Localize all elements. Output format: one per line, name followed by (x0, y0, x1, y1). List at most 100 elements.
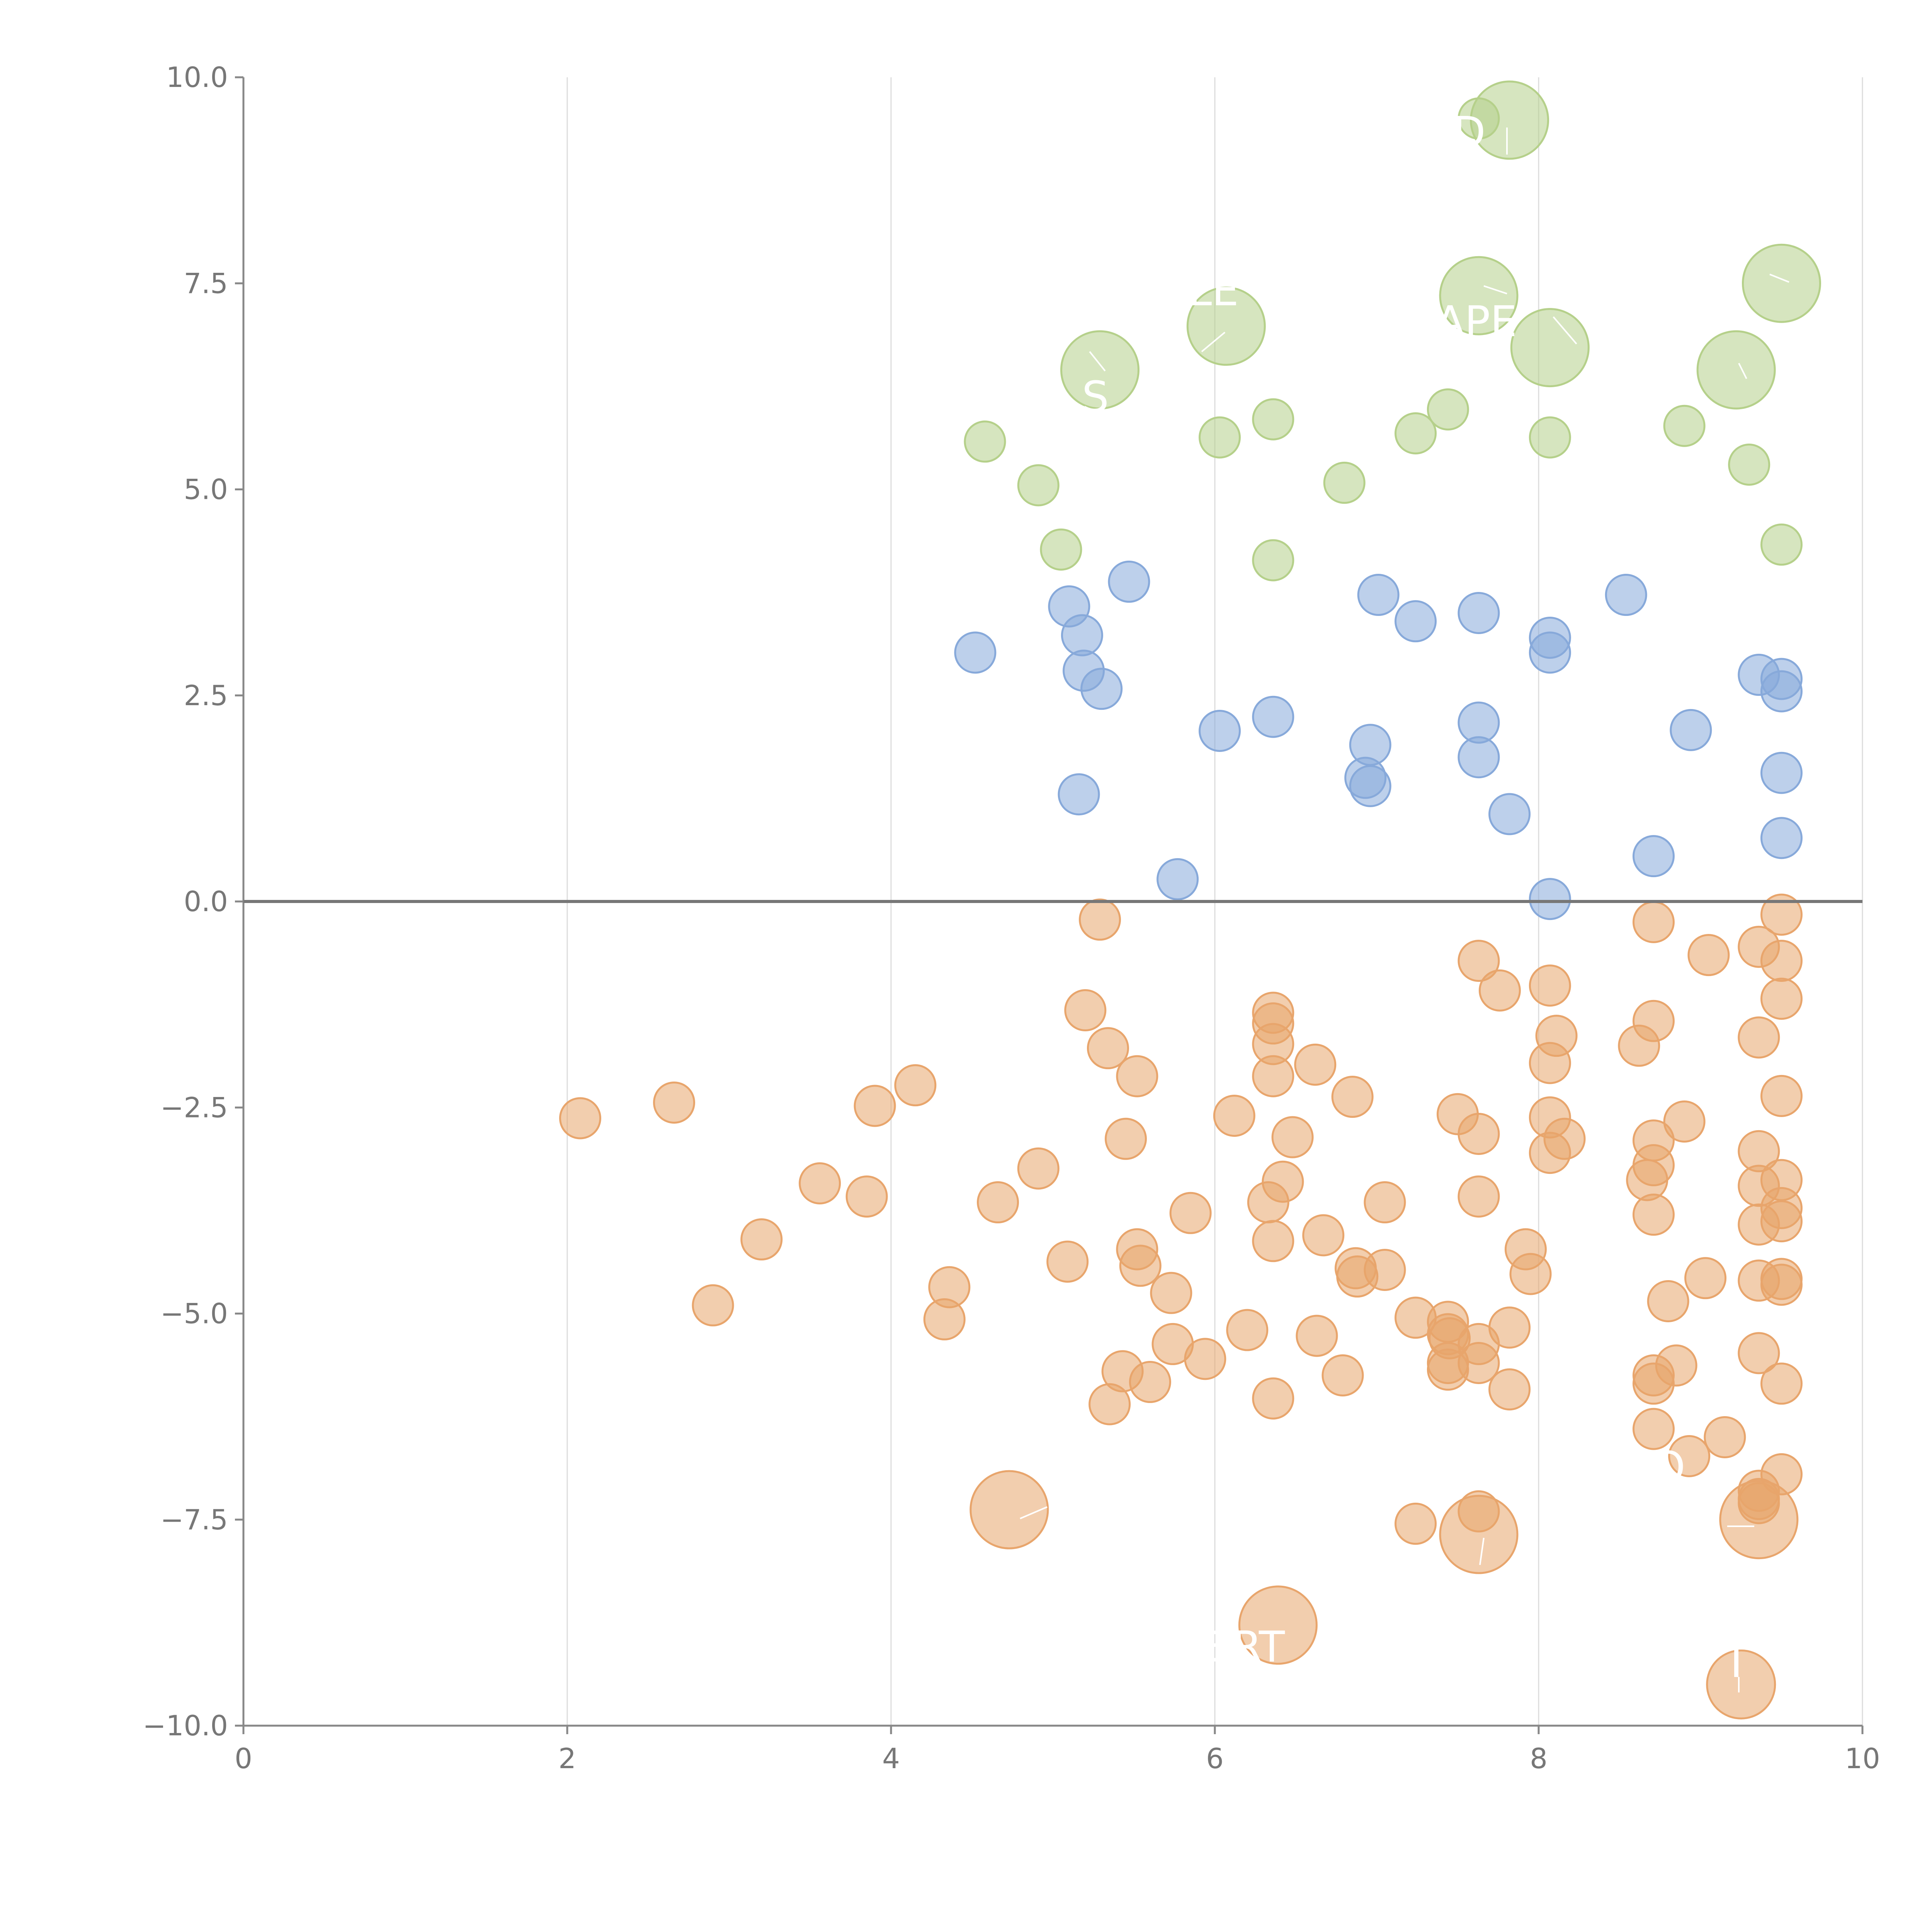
data-point (1663, 405, 1706, 447)
callout-label: S (1082, 372, 1109, 422)
data-point (1529, 1042, 1571, 1084)
data-point (1509, 1253, 1552, 1295)
data-point (1088, 1383, 1131, 1425)
data-point (1529, 416, 1571, 459)
data-point (1184, 1338, 1226, 1380)
y-tick-label: −7.5 (160, 1503, 228, 1536)
data-point (1064, 989, 1107, 1032)
data-point (1294, 1043, 1337, 1086)
y-tick-label: 0.0 (184, 885, 228, 918)
data-point (1706, 1649, 1776, 1719)
data-point (1668, 1435, 1711, 1478)
data-point (1760, 1075, 1803, 1117)
data-point (977, 1181, 1019, 1224)
leader-line (1479, 1537, 1485, 1565)
data-point (1156, 858, 1199, 900)
y-tick-label: 2.5 (184, 679, 228, 712)
data-point (1169, 1192, 1212, 1234)
data-point (559, 1097, 602, 1139)
data-point (1439, 256, 1519, 335)
data-point (1458, 940, 1500, 982)
data-point (1719, 1480, 1799, 1560)
leader-line (1553, 316, 1577, 345)
data-point (1478, 969, 1521, 1012)
data-point (1186, 286, 1266, 366)
leader-line (1738, 363, 1747, 379)
callout-labels: D LE APE S O ERT T (1082, 107, 1750, 1687)
data-point (1247, 1181, 1289, 1224)
data-point (1252, 1220, 1294, 1262)
data-point (1704, 1416, 1746, 1458)
data-point (1728, 444, 1770, 486)
data-point (1738, 1016, 1780, 1059)
data-point (923, 1298, 966, 1340)
data-point (1087, 1027, 1129, 1070)
y-tick-label: −2.5 (160, 1091, 228, 1124)
data-point (1226, 1309, 1269, 1351)
x-tick-label: 8 (1530, 1742, 1548, 1775)
data-point (1488, 1368, 1531, 1411)
data-point (1760, 523, 1803, 566)
y-tick-label: −5.0 (160, 1298, 228, 1330)
x-tick-label: 0 (235, 1742, 252, 1775)
data-point (1760, 670, 1803, 713)
data-point (1760, 817, 1803, 859)
y-tick-label: 5.0 (184, 473, 228, 506)
data-point (1760, 978, 1803, 1020)
data-point (1017, 1147, 1060, 1190)
data-point (964, 420, 1006, 463)
data-point (1663, 1100, 1706, 1143)
data-point (894, 1064, 937, 1107)
data-point (1696, 330, 1776, 410)
y-tick-label: 7.5 (184, 267, 228, 299)
data-point (1302, 1214, 1345, 1257)
data-point (1529, 964, 1571, 1007)
leader-line (1769, 274, 1789, 283)
series-positive-high (964, 80, 1821, 582)
data-point (1760, 893, 1803, 936)
data-point (1199, 416, 1241, 459)
data-point (1529, 631, 1571, 674)
data-point (1488, 793, 1531, 835)
data-point (845, 1175, 888, 1218)
data-point (1296, 1315, 1338, 1357)
data-point (1529, 1132, 1571, 1174)
data-point (1605, 574, 1647, 616)
leader-lines (1020, 128, 1789, 1692)
callout-label: D (1453, 107, 1486, 157)
data-point (1116, 1055, 1158, 1097)
data-point (1632, 1408, 1675, 1450)
points-layer (559, 80, 1821, 1719)
data-point (799, 1162, 841, 1204)
data-point (1395, 412, 1437, 454)
data-point (1323, 461, 1366, 504)
data-point (1079, 898, 1121, 941)
data-point (1331, 1076, 1374, 1118)
data-point (1017, 464, 1060, 507)
y-tick-label: 10.0 (166, 61, 228, 94)
data-point (1321, 1354, 1364, 1396)
data-point (692, 1284, 734, 1327)
series-negative (559, 893, 1803, 1719)
data-point (1129, 1361, 1171, 1403)
data-point (1150, 1272, 1192, 1314)
data-point (1395, 600, 1437, 643)
data-point (1470, 80, 1549, 160)
data-point (1252, 1377, 1294, 1420)
callout-label: APE (1435, 297, 1517, 346)
data-point (1199, 709, 1241, 752)
data-point (1105, 1117, 1147, 1160)
data-point (854, 1085, 896, 1127)
data-point (1632, 1194, 1675, 1236)
data-point (1458, 1175, 1500, 1218)
data-point (1080, 668, 1123, 710)
data-point (1760, 1264, 1803, 1306)
data-point (969, 1470, 1049, 1549)
data-point (1458, 1113, 1500, 1155)
data-point (1760, 1200, 1803, 1243)
data-point (1510, 308, 1590, 388)
data-point (1119, 1245, 1162, 1287)
data-point (1670, 709, 1712, 751)
data-point (1439, 1495, 1519, 1574)
